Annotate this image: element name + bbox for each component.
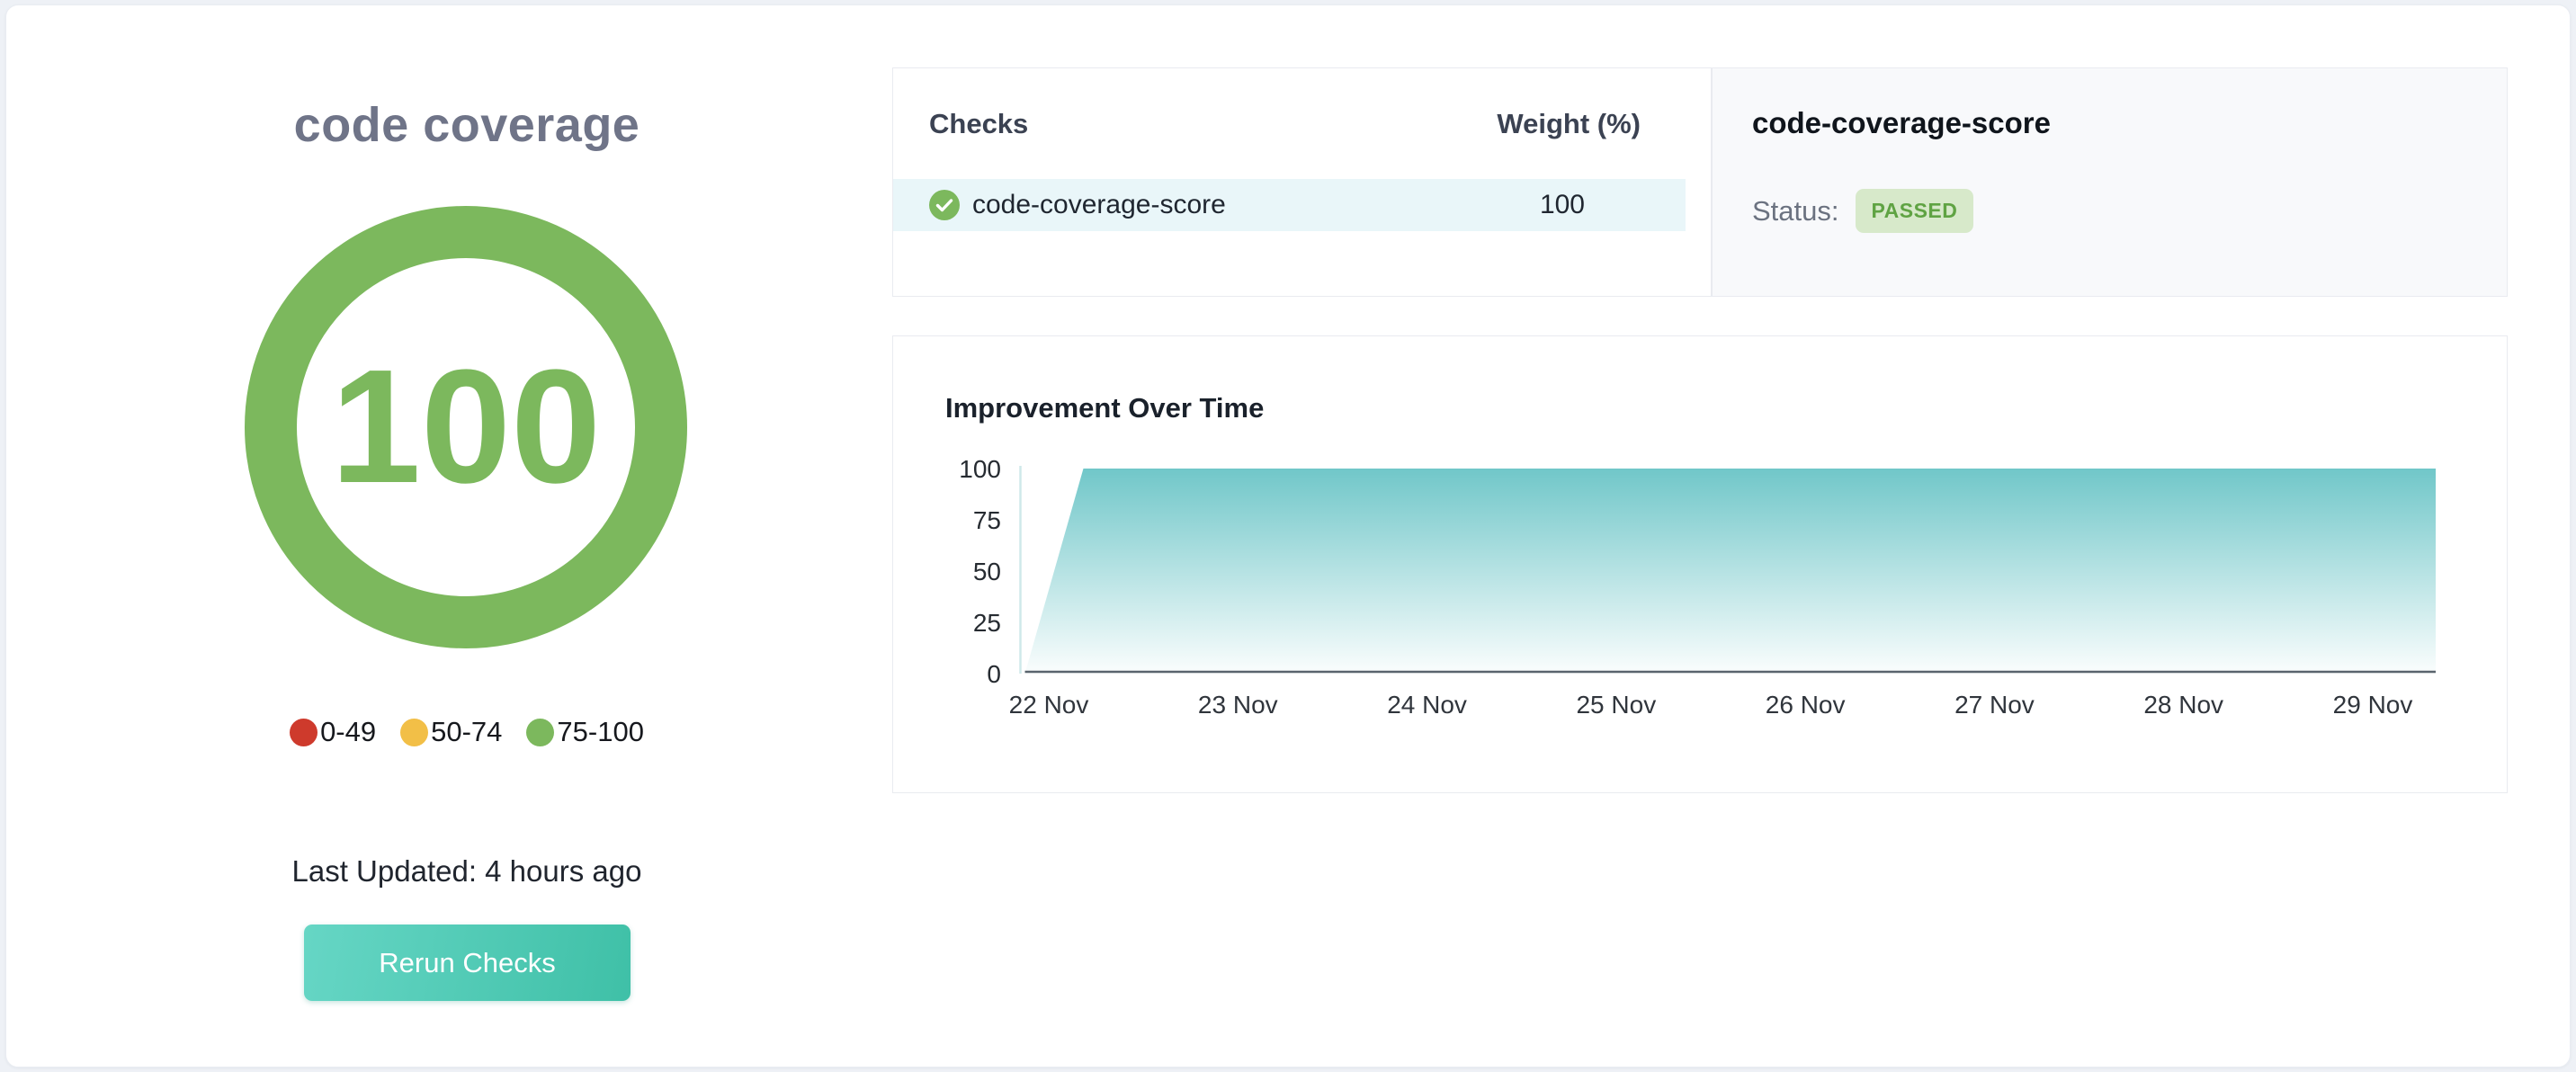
status-label: Status: [1752, 194, 1839, 227]
status-row: Status: PASSED [1752, 189, 1974, 233]
legend-item: 50-74 [400, 716, 502, 748]
y-axis-tick-label: 50 [973, 558, 1001, 585]
check-circle-icon [929, 190, 960, 220]
rerun-checks-button[interactable]: Rerun Checks [304, 925, 631, 1001]
check-weight-value: 100 [1539, 190, 1585, 219]
x-axis-tick-label: 27 Nov [1954, 691, 2035, 719]
y-axis-tick-label: 0 [987, 660, 1001, 688]
x-axis-tick-label: 22 Nov [1009, 691, 1089, 719]
last-updated-text: Last Updated: 4 hours ago [291, 854, 642, 888]
x-axis-tick-label: 29 Nov [2333, 691, 2413, 719]
improvement-chart-panel: Improvement Over Time 0 25 50 75 100 22 Nov 23… [892, 335, 2508, 793]
y-axis-tick-label: 75 [973, 506, 1001, 534]
score-legend: 0-49 50-74 75-100 [214, 716, 720, 748]
legend-label: 50-74 [431, 716, 503, 747]
legend-label: 75-100 [557, 716, 644, 747]
score-gauge: 100 [245, 206, 687, 648]
checks-panel: Checks Weight (%) code-coverage-score 10… [892, 67, 1712, 297]
y-axis-tick-label: 25 [973, 609, 1001, 637]
x-axis-tick-label: 28 Nov [2143, 691, 2223, 719]
legend-dot-icon [290, 718, 318, 746]
x-axis-tick-label: 24 Nov [1387, 691, 1467, 719]
check-row-label-group: code-coverage-score [929, 190, 1226, 220]
check-row[interactable]: code-coverage-score 100 [893, 179, 1686, 231]
legend-item: 0-49 [290, 716, 376, 748]
x-axis-tick-label: 23 Nov [1198, 691, 1278, 719]
check-name: code-coverage-score [972, 190, 1226, 219]
legend-item: 75-100 [526, 716, 644, 748]
status-panel: code-coverage-score Status: PASSED [1712, 67, 2508, 297]
legend-dot-icon [400, 718, 429, 746]
x-axis-tick-label: 25 Nov [1576, 691, 1656, 719]
y-axis-tick-label: 100 [959, 455, 1001, 483]
checks-column-header: Checks [929, 108, 1029, 139]
page-title: code coverage [293, 98, 640, 153]
improvement-area-chart: 0 25 50 75 100 22 Nov 23 Nov 24 Nov 25 Nov 26 Nov… [959, 455, 2436, 719]
status-badge: PASSED [1855, 189, 1974, 233]
chart-title: Improvement Over Time [945, 392, 1265, 424]
x-axis-tick-label: 26 Nov [1766, 691, 1846, 719]
checks-table-header: Checks Weight (%) [929, 108, 1641, 140]
weight-column-header: Weight (%) [1497, 108, 1641, 139]
status-panel-title: code-coverage-score [1752, 106, 2051, 139]
area-series [1024, 469, 2436, 674]
score-value: 100 [330, 336, 602, 517]
legend-dot-icon [526, 718, 555, 746]
legend-label: 0-49 [320, 716, 377, 747]
